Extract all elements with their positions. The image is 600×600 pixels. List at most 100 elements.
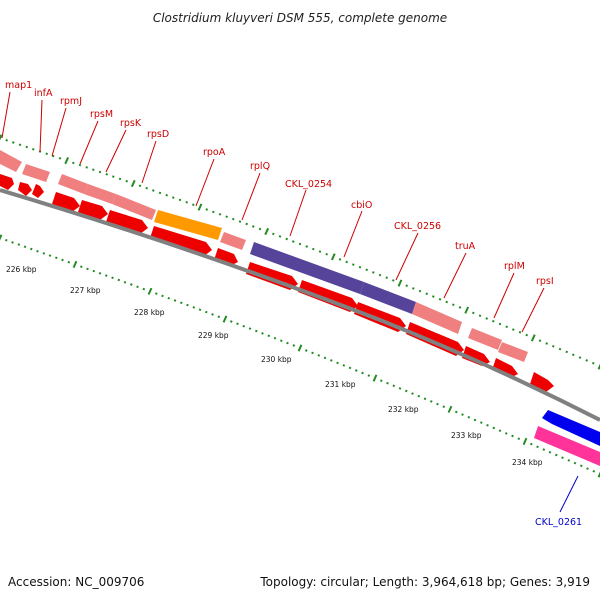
minor-tick <box>542 448 546 451</box>
gene-label[interactable]: rplQ <box>250 161 270 172</box>
minor-tick <box>505 325 509 329</box>
minor-tick <box>117 278 121 282</box>
minor-tick <box>436 402 439 406</box>
minor-tick <box>348 366 352 370</box>
gene-rpoA[interactable] <box>220 232 246 250</box>
gene-infA[interactable] <box>22 164 50 182</box>
minor-tick <box>245 222 249 226</box>
gene-label[interactable]: rpsI <box>536 276 554 287</box>
cds-arrow[interactable] <box>106 210 148 234</box>
minor-tick <box>98 170 102 174</box>
minor-tick <box>136 285 139 289</box>
minor-tick <box>311 351 314 355</box>
genome-backbone <box>0 188 600 422</box>
tick-label: 228 kbp <box>134 308 165 317</box>
minor-tick <box>36 249 39 253</box>
tick-label: 233 kbp <box>451 431 482 440</box>
gene-label[interactable]: CKL_0256 <box>394 221 441 232</box>
gene-label[interactable]: rplM <box>504 261 525 272</box>
gene-label[interactable]: truA <box>455 241 476 252</box>
cds-arrow[interactable] <box>32 184 44 198</box>
gene-rpsK[interactable] <box>112 194 156 220</box>
minor-tick <box>404 389 408 393</box>
gene-truA[interactable] <box>468 328 502 350</box>
minor-tick <box>285 237 289 241</box>
minor-tick <box>511 328 515 331</box>
cds-arrow[interactable] <box>52 192 80 212</box>
minor-tick <box>173 299 177 302</box>
gene-CKL_0254[interactable] <box>250 242 364 294</box>
minor-tick <box>192 306 196 309</box>
gene-label[interactable]: rpmJ <box>60 96 82 107</box>
minor-tick <box>479 421 483 424</box>
minor-tick <box>17 243 21 246</box>
minor-tick <box>461 413 464 416</box>
minor-tick <box>418 289 422 293</box>
minor-tick <box>351 263 355 266</box>
cds-arrow[interactable] <box>150 226 212 256</box>
minor-tick <box>123 280 127 284</box>
gene-rplM[interactable] <box>498 342 528 362</box>
minor-tick <box>273 336 277 340</box>
cds-arrow[interactable] <box>78 200 108 220</box>
cds-arrow[interactable] <box>0 174 14 190</box>
major-tick <box>0 234 3 242</box>
minor-tick <box>358 265 362 269</box>
minor-tick <box>429 400 433 403</box>
minor-tick <box>23 245 27 249</box>
major-tick <box>330 253 336 261</box>
minor-tick <box>238 220 242 223</box>
minor-tick <box>242 324 246 328</box>
minor-tick <box>18 143 22 147</box>
gene-CKL_0261[interactable] <box>534 426 600 466</box>
major-tick <box>64 156 70 165</box>
minor-tick <box>398 387 402 390</box>
minor-tick <box>492 426 496 430</box>
minor-tick <box>442 405 446 409</box>
gene-label[interactable]: rpoA <box>203 147 226 158</box>
gene-label[interactable]: infA <box>34 88 53 99</box>
gene-rpsM[interactable] <box>84 184 116 204</box>
minor-tick <box>529 442 533 446</box>
minor-tick <box>491 319 495 323</box>
gene-label[interactable]: map1 <box>5 80 32 91</box>
cds-arrow[interactable] <box>492 358 518 378</box>
gene-label[interactable]: rpsK <box>120 118 142 129</box>
minor-tick <box>545 342 549 345</box>
gene-labels: map1 infA rpmJ rpsM rpsK rpsD rpoA rplQ … <box>5 80 582 528</box>
gene-cbiO[interactable] <box>360 282 416 314</box>
minor-tick <box>185 200 189 204</box>
cds-arrow[interactable] <box>18 182 32 196</box>
minor-tick <box>25 145 29 149</box>
gene-label[interactable]: rpsD <box>147 129 169 140</box>
minor-tick <box>467 415 471 419</box>
gene-blue-feature[interactable] <box>542 410 600 446</box>
minor-tick <box>417 394 421 398</box>
minor-tick <box>567 459 571 462</box>
minor-tick <box>536 445 539 449</box>
minor-tick <box>291 240 295 243</box>
minor-tick <box>338 258 342 261</box>
major-tick <box>522 437 528 446</box>
major-tick <box>464 306 470 314</box>
minor-tick <box>78 163 82 167</box>
minor-tick <box>91 168 95 172</box>
gene-map1[interactable] <box>0 150 22 172</box>
gene-CKL_0256[interactable] <box>412 302 462 334</box>
gene-label-blue[interactable]: CKL_0261 <box>535 517 582 528</box>
tick-label: 227 kbp <box>70 286 101 295</box>
gene-rpmJ[interactable] <box>58 174 88 194</box>
minor-tick <box>385 276 389 280</box>
cds-arrow[interactable] <box>462 346 490 366</box>
minor-tick <box>518 330 522 334</box>
gene-label[interactable]: cbiO <box>351 200 372 211</box>
minor-tick <box>261 332 264 335</box>
gene-label[interactable]: rpsM <box>90 109 113 120</box>
minor-tick <box>67 260 71 264</box>
minor-tick <box>311 247 315 251</box>
minor-tick <box>591 361 595 365</box>
gene-label[interactable]: CKL_0254 <box>285 179 332 190</box>
minor-tick <box>478 314 482 318</box>
gene-rpsD[interactable] <box>154 210 222 240</box>
minor-tick <box>411 392 414 395</box>
